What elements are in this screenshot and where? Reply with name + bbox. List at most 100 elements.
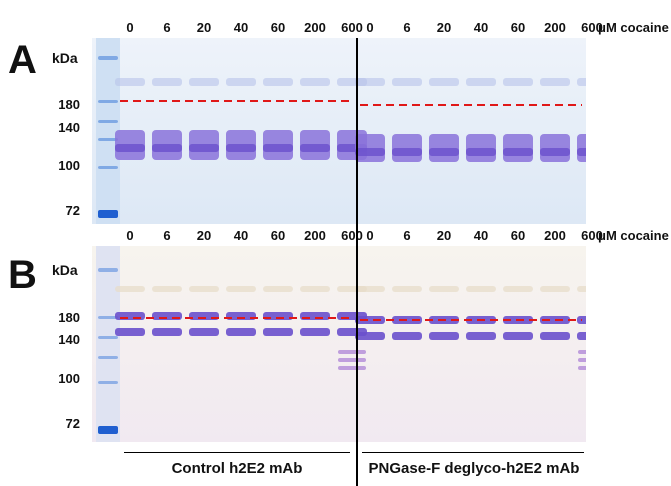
faint-band — [577, 78, 586, 86]
right-group-bracket — [362, 452, 584, 453]
lane-label: 0 — [126, 228, 134, 243]
protein-band-core — [355, 148, 385, 156]
lane-label: 0 — [126, 20, 134, 35]
faint-band — [429, 78, 459, 86]
ladder-band — [98, 100, 118, 103]
lane-label: 200 — [544, 228, 566, 243]
panel-b-marker-180: 180 — [58, 310, 80, 325]
protein-band-lower — [115, 328, 145, 336]
protein-band-upper — [226, 312, 256, 320]
gel-image-b — [92, 246, 586, 442]
lane-label: 40 — [233, 20, 249, 35]
well-band — [429, 286, 459, 292]
panel-a-marker-72: 72 — [65, 203, 80, 218]
lane-label: 60 — [270, 228, 286, 243]
protein-band-lower — [466, 332, 496, 340]
lane-label: 60 — [510, 228, 526, 243]
ladder-lane-b — [96, 246, 120, 442]
lane-label: 6 — [403, 20, 411, 35]
lane-label: 200 — [304, 20, 326, 35]
group-divider — [356, 38, 358, 486]
protein-band-core — [300, 144, 330, 152]
well-band — [226, 286, 256, 292]
faint-band — [226, 78, 256, 86]
ladder-band — [98, 336, 118, 339]
protein-band-lower — [152, 328, 182, 336]
ladder-band — [98, 426, 118, 434]
protein-band-lower — [300, 328, 330, 336]
protein-band-core — [189, 144, 219, 152]
ladder-band — [98, 166, 118, 169]
degradation-band — [578, 350, 586, 354]
faint-band — [263, 78, 293, 86]
protein-band-lower — [263, 328, 293, 336]
panel-b-unit-label: μM cocaine — [598, 228, 669, 243]
degradation-band — [578, 366, 586, 370]
well-band — [115, 286, 145, 292]
well-band — [503, 286, 533, 292]
ladder-lane-a — [96, 38, 120, 224]
panel-b-marker-100: 100 — [58, 371, 80, 386]
protein-band-core — [540, 148, 570, 156]
degradation-band — [338, 358, 366, 362]
panel-a-kda-label: kDa — [52, 50, 78, 66]
protein-band-core — [429, 148, 459, 156]
faint-band — [540, 78, 570, 86]
well-band — [577, 286, 586, 292]
protein-band-core — [226, 144, 256, 152]
lane-label: 0 — [366, 228, 374, 243]
ladder-band — [98, 120, 118, 123]
right-group-label: PNGase-F deglyco-h2E2 mAb — [368, 460, 580, 477]
lane-label: 600 — [581, 228, 603, 243]
protein-band-core — [577, 148, 586, 156]
protein-band-core — [263, 144, 293, 152]
protein-band-lower — [189, 328, 219, 336]
lane-label: 0 — [366, 20, 374, 35]
panel-a-unit-label: μM cocaine — [598, 20, 669, 35]
protein-band-core — [115, 144, 145, 152]
faint-band — [115, 78, 145, 86]
panel-b-marker-72: 72 — [65, 416, 80, 431]
protein-band-lower — [226, 328, 256, 336]
lane-label: 40 — [473, 228, 489, 243]
lane-label: 6 — [403, 228, 411, 243]
well-band — [152, 286, 182, 292]
protein-band-lower — [429, 332, 459, 340]
panel-a-marker-140: 140 — [58, 120, 80, 135]
well-band — [540, 286, 570, 292]
faint-band — [152, 78, 182, 86]
lane-label: 40 — [473, 20, 489, 35]
ladder-band — [98, 356, 118, 359]
lane-label: 600 — [581, 20, 603, 35]
panel-a-marker-100: 100 — [58, 158, 80, 173]
protein-band-core — [503, 148, 533, 156]
lane-label: 600 — [341, 20, 363, 35]
lane-label: 60 — [510, 20, 526, 35]
degradation-band — [338, 366, 366, 370]
ladder-band — [98, 138, 118, 141]
faint-band — [189, 78, 219, 86]
well-band — [392, 286, 422, 292]
panel-b-marker-140: 140 — [58, 332, 80, 347]
panel-b-letter: B — [8, 253, 37, 297]
ladder-band — [98, 381, 118, 384]
lane-label: 60 — [270, 20, 286, 35]
lane-label: 200 — [304, 228, 326, 243]
faint-band — [466, 78, 496, 86]
well-band — [189, 286, 219, 292]
well-band — [355, 286, 385, 292]
left-group-label: Control h2E2 mAb — [171, 460, 303, 477]
gel-image-a — [92, 38, 586, 224]
faint-band — [503, 78, 533, 86]
panel-b-kda-label: kDa — [52, 262, 78, 278]
protein-band-lower — [392, 332, 422, 340]
left-group-bracket — [124, 452, 350, 453]
degradation-band — [578, 358, 586, 362]
faint-band — [392, 78, 422, 86]
panel-a-letter: A — [8, 38, 37, 82]
protein-band-lower — [540, 332, 570, 340]
lane-label: 6 — [163, 20, 171, 35]
faint-band — [355, 78, 385, 86]
well-band — [263, 286, 293, 292]
lane-label: 6 — [163, 228, 171, 243]
